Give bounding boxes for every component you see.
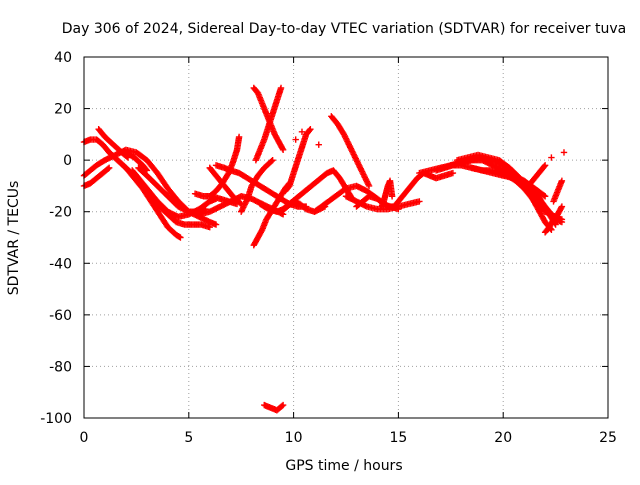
data-point bbox=[104, 165, 112, 172]
data-points bbox=[80, 84, 568, 414]
data-point bbox=[558, 177, 566, 184]
data-point bbox=[235, 133, 243, 141]
data-point bbox=[177, 234, 184, 241]
series-arc-26 bbox=[378, 177, 396, 210]
data-point bbox=[105, 164, 113, 172]
series-arc-36 bbox=[541, 203, 566, 236]
data-point bbox=[449, 169, 457, 177]
data-point bbox=[307, 126, 314, 133]
series-arc-33 bbox=[495, 169, 545, 215]
series-arc-37 bbox=[550, 177, 566, 205]
data-point bbox=[206, 223, 213, 231]
data-point bbox=[278, 402, 286, 410]
series-isolated bbox=[292, 128, 568, 161]
series-arc-10 bbox=[206, 133, 243, 200]
data-point bbox=[558, 218, 566, 226]
series-arc-16 bbox=[252, 84, 285, 164]
x-tick-label: 20 bbox=[494, 430, 512, 446]
x-axis-label: GPS time / hours bbox=[285, 458, 402, 474]
data-point bbox=[298, 128, 306, 135]
data-point bbox=[279, 146, 287, 154]
x-tick-label: 25 bbox=[599, 430, 617, 446]
series-arc-21 bbox=[282, 126, 314, 195]
series-arc-08 bbox=[135, 164, 209, 215]
series-arc-12 bbox=[206, 164, 245, 208]
data-point bbox=[365, 182, 373, 190]
x-tick-label: 15 bbox=[389, 430, 407, 446]
data-point bbox=[541, 163, 548, 170]
data-point bbox=[541, 162, 549, 169]
series-arc-06 bbox=[122, 149, 151, 174]
y-axis-label: SDTVAR / TECUs bbox=[6, 181, 22, 296]
data-point bbox=[395, 205, 402, 213]
series-arc-14 bbox=[238, 156, 276, 215]
x-tick-label: 5 bbox=[184, 430, 193, 446]
series-arc-38 bbox=[525, 162, 549, 190]
series-arc-17 bbox=[250, 180, 293, 249]
data-point bbox=[416, 198, 423, 205]
y-tick-label: 40 bbox=[54, 50, 72, 66]
series-arc-01 bbox=[80, 164, 113, 190]
series-arc-02 bbox=[80, 146, 220, 228]
x-tick-labels: 0 5 10 15 20 25 bbox=[80, 430, 617, 446]
data-point bbox=[268, 157, 275, 165]
y-tick-label: -100 bbox=[40, 411, 72, 427]
axis-ticks bbox=[83, 56, 609, 419]
y-tick-labels: -100 -80 -60 -40 -20 0 20 40 bbox=[40, 50, 72, 427]
data-point bbox=[279, 401, 287, 409]
data-point bbox=[537, 208, 545, 215]
y-tick-label: -20 bbox=[49, 205, 72, 221]
data-point bbox=[536, 207, 544, 214]
data-point bbox=[540, 192, 548, 199]
data-point bbox=[315, 141, 322, 148]
data-point bbox=[558, 203, 566, 210]
data-point bbox=[292, 136, 299, 143]
y-tick-label: -80 bbox=[49, 359, 72, 375]
data-point bbox=[269, 156, 276, 164]
y-tick-label: 0 bbox=[63, 153, 72, 169]
series-arc-23 bbox=[328, 113, 373, 190]
data-point bbox=[212, 221, 220, 228]
plot-frame bbox=[83, 56, 609, 419]
chart-title: Day 306 of 2024, Sidereal Day-to-day VTE… bbox=[62, 21, 626, 37]
y-tick-label: -60 bbox=[49, 308, 72, 324]
series-arc-19 bbox=[261, 401, 287, 414]
data-point bbox=[277, 84, 285, 92]
y-tick-label: -40 bbox=[49, 256, 72, 272]
data-point bbox=[560, 149, 568, 156]
data-point bbox=[306, 127, 313, 134]
grid-lines bbox=[84, 57, 608, 418]
x-tick-label: 0 bbox=[80, 430, 89, 446]
y-tick-label: 20 bbox=[54, 102, 72, 118]
x-tick-label: 10 bbox=[285, 430, 303, 446]
data-point bbox=[548, 154, 555, 161]
data-point bbox=[388, 193, 396, 200]
data-point bbox=[541, 193, 549, 200]
